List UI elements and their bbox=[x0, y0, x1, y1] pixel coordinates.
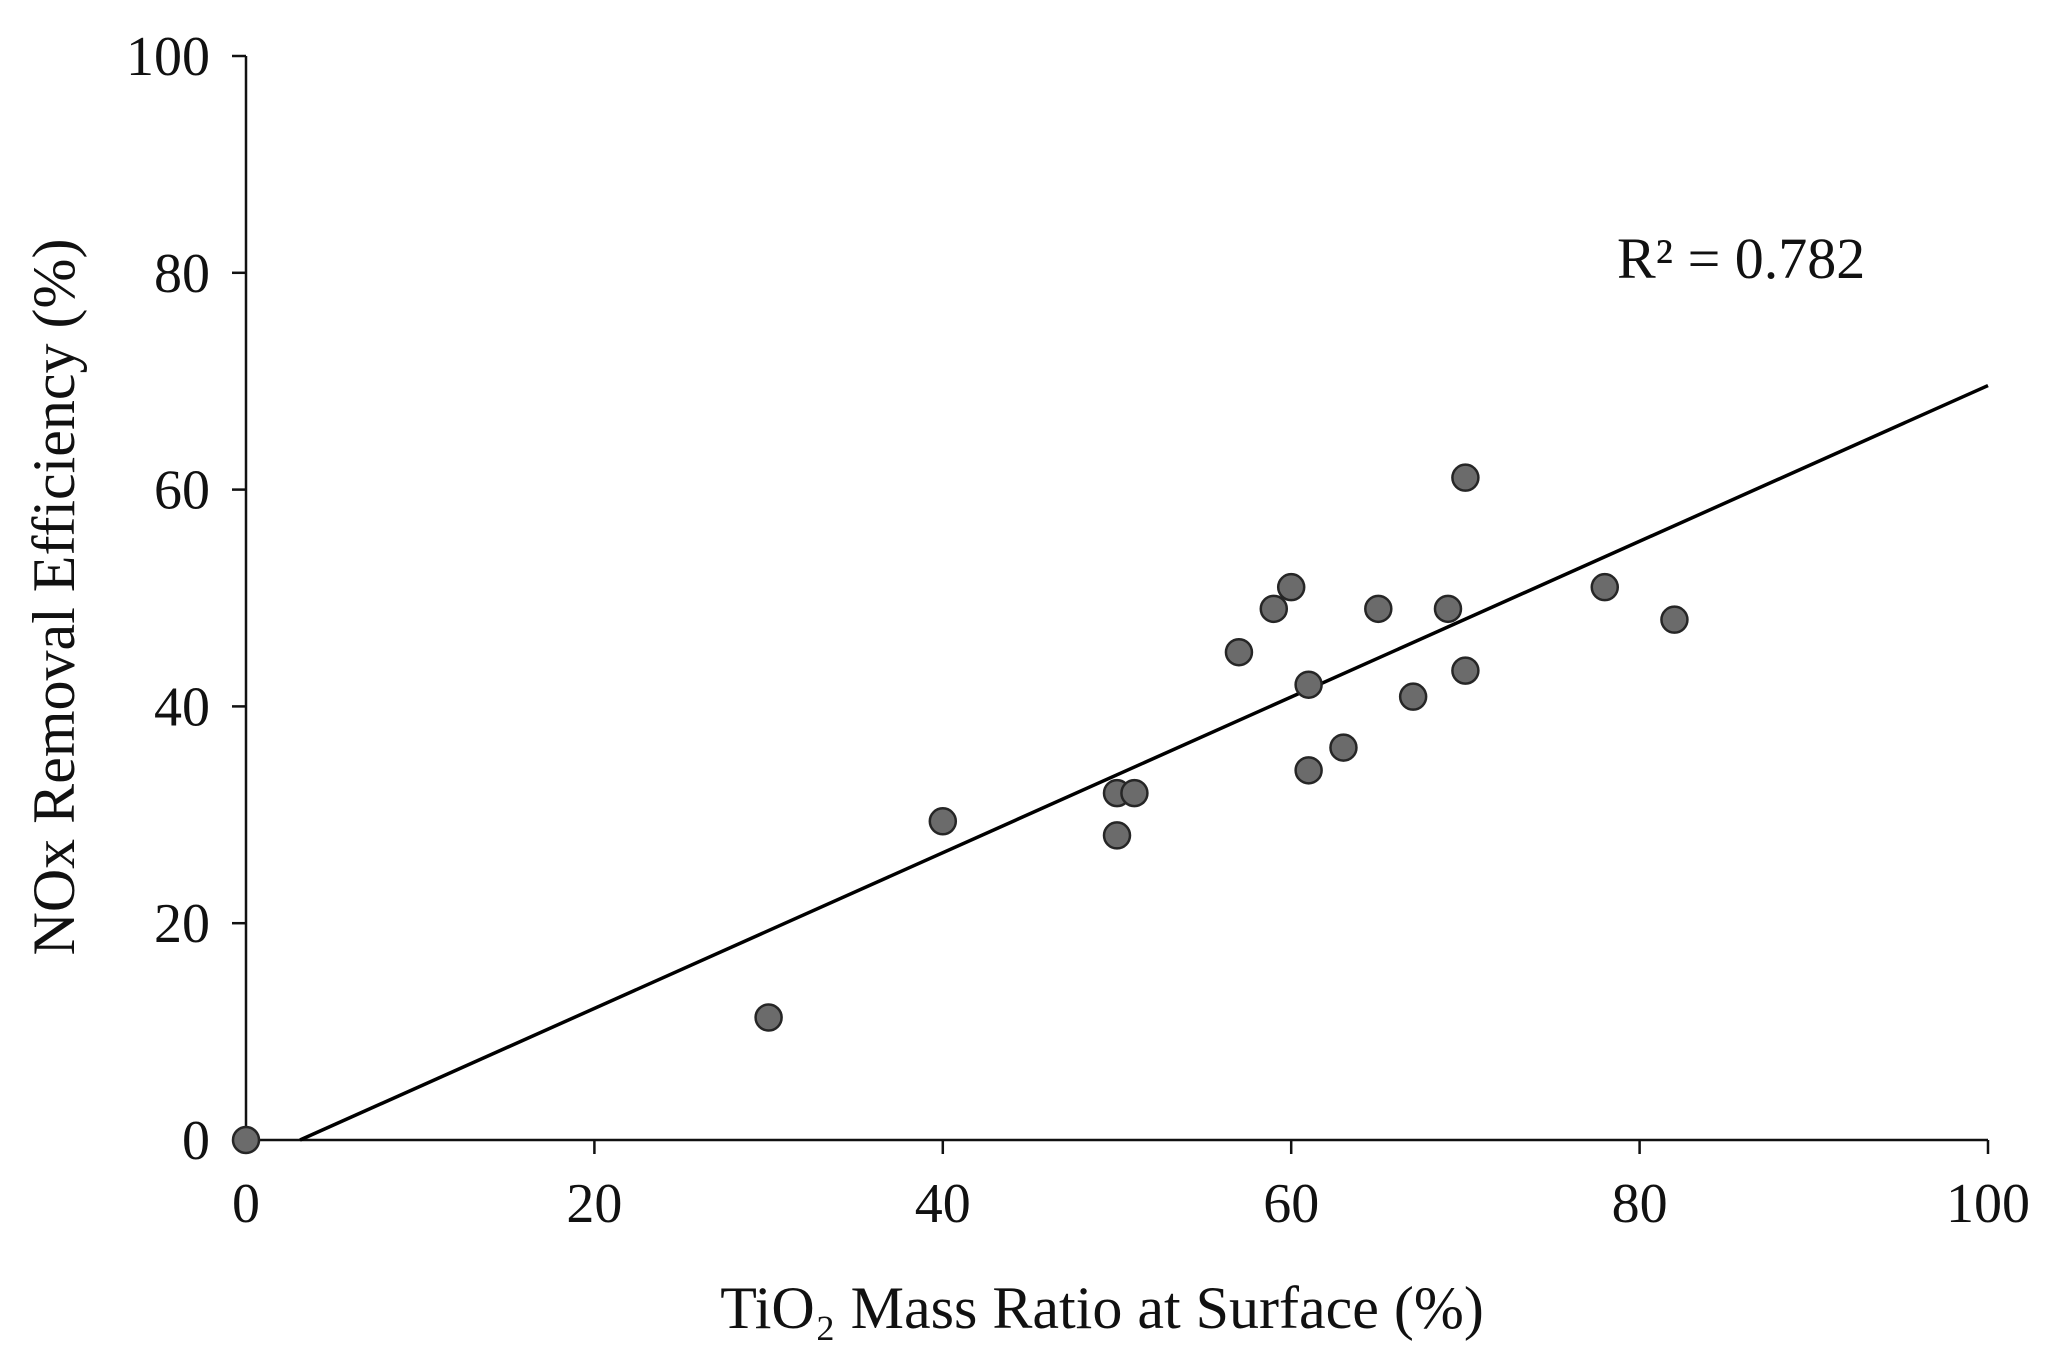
data-point bbox=[1294, 756, 1323, 785]
x-tick-label: 60 bbox=[1263, 1173, 1319, 1235]
y-axis-ticks: 0 20 40 60 80 100 bbox=[126, 26, 246, 1172]
data-point bbox=[231, 1125, 261, 1155]
data-point bbox=[1433, 594, 1463, 624]
data-point bbox=[1660, 605, 1689, 634]
data-point bbox=[1590, 572, 1620, 602]
y-tick-label: 100 bbox=[126, 26, 210, 88]
y-tick-label: 40 bbox=[154, 676, 210, 738]
x-tick-label: 80 bbox=[1612, 1173, 1668, 1235]
data-point bbox=[754, 1003, 783, 1032]
x-tick-label: 0 bbox=[232, 1173, 260, 1235]
y-tick-label: 20 bbox=[154, 893, 210, 955]
data-points bbox=[231, 463, 1689, 1155]
data-point bbox=[1398, 682, 1428, 711]
r-squared-annotation: R² = 0.782 bbox=[1617, 226, 1865, 291]
data-point bbox=[1294, 670, 1323, 699]
data-point bbox=[1451, 463, 1480, 492]
data-point bbox=[1102, 821, 1132, 850]
y-tick-label: 60 bbox=[154, 460, 210, 522]
y-tick-label: 0 bbox=[182, 1110, 210, 1172]
data-point bbox=[1224, 637, 1254, 667]
y-axis-title: NOx Removal Efficiency (%) bbox=[21, 239, 87, 956]
x-axis-ticks: 0 20 40 60 80 100 bbox=[232, 1140, 2030, 1235]
data-point bbox=[1451, 656, 1480, 685]
linear-trendline bbox=[299, 383, 1989, 1142]
x-tick-label: 40 bbox=[915, 1173, 971, 1235]
data-point bbox=[928, 807, 958, 836]
data-point bbox=[1329, 733, 1358, 762]
data-point bbox=[1364, 594, 1393, 624]
x-axis-title: TiO₂ Mass Ratio at Surface (%) bbox=[720, 1275, 1484, 1341]
x-tick-label: 20 bbox=[566, 1173, 622, 1235]
data-point bbox=[1276, 572, 1306, 602]
data-point bbox=[1259, 594, 1289, 624]
plot-area: 0 20 40 60 80 100 0 20 40 60 80 100 bbox=[126, 26, 2030, 1235]
data-point bbox=[1120, 778, 1149, 808]
x-tick-label: 100 bbox=[1946, 1173, 2030, 1235]
y-tick-label: 80 bbox=[154, 243, 210, 305]
